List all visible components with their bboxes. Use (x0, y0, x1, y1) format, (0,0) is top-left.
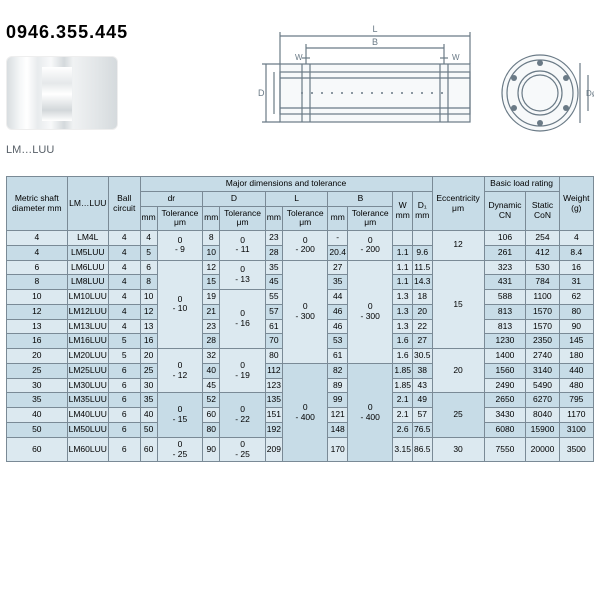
col-D1: D₁mm (412, 191, 432, 230)
col-dr-mm: mm (140, 206, 157, 231)
col-B-tol: Tolerance μm (347, 206, 392, 231)
col-D-mm: mm (203, 206, 220, 231)
svg-text:W: W (295, 53, 303, 62)
col-ecc: Eccentricity μm (432, 177, 484, 231)
col-metric: Metric shaft diameter mm (7, 177, 68, 231)
col-dyn: Dynamic CN (484, 191, 526, 230)
spec-table: Metric shaft diameter mm LM…LUU Ball cir… (6, 176, 594, 462)
col-W: Wmm (393, 191, 413, 230)
series-label: LM…LUU (6, 144, 54, 156)
col-ball: Ball circuit (108, 177, 140, 231)
svg-text:B: B (372, 37, 378, 47)
col-stat: Static CoN (526, 191, 559, 230)
col-B: B (328, 191, 393, 206)
col-L-tol: Tolerance μm (282, 206, 327, 231)
table-row: 25LM25LUU625401120- 400820- 4001.8538156… (7, 363, 594, 378)
col-L-mm: mm (265, 206, 282, 231)
col-load: Basic load rating (484, 177, 559, 192)
phone-number: 0946.355.445 (6, 22, 128, 43)
table-row: 6LM6LUU460- 10120- 13350- 300270- 3001.1… (7, 260, 594, 275)
col-B-mm: mm (328, 206, 348, 231)
col-L: L (265, 191, 328, 206)
col-model: LM…LUU (67, 177, 108, 231)
col-D: D (203, 191, 266, 206)
col-dr-tol: Tolerance μm (157, 206, 202, 231)
table-row: 4LM4L440- 980- 11230- 200-0- 20012106254… (7, 231, 594, 246)
technical-diagram: L B W W D D₁ dr (240, 18, 594, 158)
svg-text:L: L (372, 24, 377, 34)
col-weight: Weight (g) (559, 177, 593, 231)
svg-text:D: D (258, 88, 265, 98)
product-image (6, 56, 118, 130)
col-dr: dr (140, 191, 203, 206)
svg-text:dr: dr (592, 89, 594, 98)
col-D-tol: Tolerance μm (220, 206, 265, 231)
svg-text:W: W (452, 53, 460, 62)
col-major: Major dimensions and tolerance (140, 177, 432, 192)
